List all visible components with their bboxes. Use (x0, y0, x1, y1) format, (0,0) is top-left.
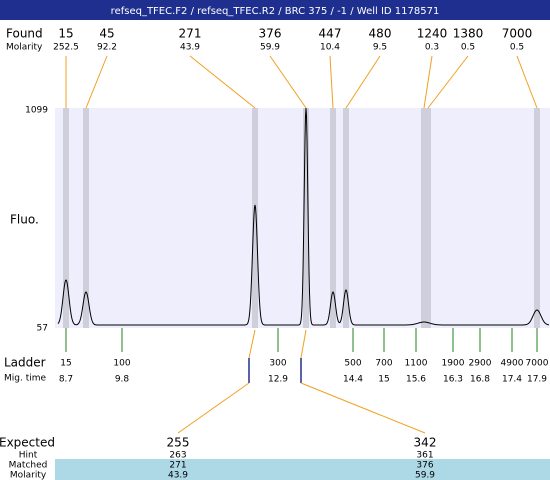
ladder-size: 700 (375, 359, 392, 369)
ladder-time: 16.8 (470, 375, 490, 385)
peak-band (425, 108, 431, 328)
peak-link (427, 55, 469, 109)
expected-hint: 361 (416, 451, 433, 461)
expected-link-up (300, 329, 307, 359)
peak-link (423, 55, 433, 109)
found-size: 45 (99, 27, 114, 41)
expected-link-up (248, 329, 256, 359)
axis-bottom: 57 (37, 324, 48, 334)
ladder-time: 14.4 (343, 375, 363, 385)
ladder-time: 17.4 (502, 375, 522, 385)
found-molarity: 92.2 (97, 43, 117, 53)
found-size: 376 (259, 27, 282, 41)
expected-hint: 263 (169, 451, 186, 461)
found-size: 1380 (453, 27, 484, 41)
found-size: 447 (319, 27, 342, 41)
ladder-time: 16.3 (443, 375, 463, 385)
matched-band (55, 459, 550, 480)
expected-link (177, 382, 250, 434)
axis-top: 1099 (25, 106, 48, 116)
ladder-size: 500 (344, 359, 361, 369)
ladder-size: 100 (113, 359, 130, 369)
found-molarity: 0.3 (425, 43, 439, 53)
ladder-size: 300 (269, 359, 286, 369)
title: refseq_TFEC.F2 / refseq_TFEC.R2 / BRC 37… (111, 6, 440, 17)
peak-band (63, 108, 69, 328)
expected-matched: 376 (416, 461, 433, 471)
peak-link (329, 55, 334, 109)
axis-label: Fluo. (10, 213, 39, 227)
found-molarity: 59.9 (260, 43, 280, 53)
found-molarity: 9.5 (373, 43, 387, 53)
found-label: Found (6, 27, 43, 41)
expected-expected: 255 (167, 436, 190, 450)
ladder-time: 17.9 (527, 375, 547, 385)
molarity-label: Molarity (6, 43, 43, 53)
found-molarity: 0.5 (461, 43, 475, 53)
migtime-label: Mig. time (4, 374, 46, 384)
peak-link (345, 55, 381, 109)
expected-expected: 342 (414, 436, 437, 450)
peak-band (303, 108, 309, 328)
ladder-time: 8.7 (59, 375, 73, 385)
ladder-size: 2900 (469, 359, 492, 369)
title-bar (0, 0, 550, 20)
peak-band (421, 108, 427, 328)
ladder-size: 1100 (405, 359, 428, 369)
ladder-time: 15 (378, 375, 389, 385)
found-size: 480 (369, 27, 392, 41)
ladder-size: 4900 (501, 359, 524, 369)
expected-row-label: Expected (0, 436, 55, 450)
found-molarity: 43.9 (180, 43, 200, 53)
peak-link (189, 55, 256, 109)
expected-molarity: 43.9 (168, 471, 188, 480)
expected-row-label: Matched (9, 461, 48, 471)
found-molarity: 252.5 (53, 43, 79, 53)
ladder-time: 12.9 (268, 375, 288, 385)
peak-band (330, 108, 336, 328)
found-size: 7000 (502, 27, 533, 41)
expected-row-label: Molarity (10, 471, 47, 480)
expected-molarity: 59.9 (415, 471, 435, 480)
peak-band (534, 108, 540, 328)
peak-band (343, 108, 349, 328)
expected-link (300, 382, 426, 434)
ladder-size: 1900 (442, 359, 465, 369)
ladder-time: 9.8 (115, 375, 130, 385)
peak-link (269, 55, 307, 109)
trace (57, 107, 549, 326)
ladder-label: Ladder (4, 356, 46, 370)
peak-link (85, 55, 108, 109)
found-size: 271 (179, 27, 202, 41)
found-molarity: 10.4 (320, 43, 340, 53)
ladder-size: 7000 (526, 359, 549, 369)
peak-band (83, 108, 89, 328)
found-size: 15 (58, 27, 73, 41)
found-size: 1240 (417, 27, 448, 41)
peak-band (252, 108, 258, 328)
found-molarity: 0.5 (510, 43, 524, 53)
ladder-time: 15.6 (406, 375, 426, 385)
peak-link (516, 55, 538, 109)
ladder-size: 15 (60, 359, 71, 369)
expected-row-label: Hint (19, 451, 38, 461)
expected-matched: 271 (169, 461, 186, 471)
